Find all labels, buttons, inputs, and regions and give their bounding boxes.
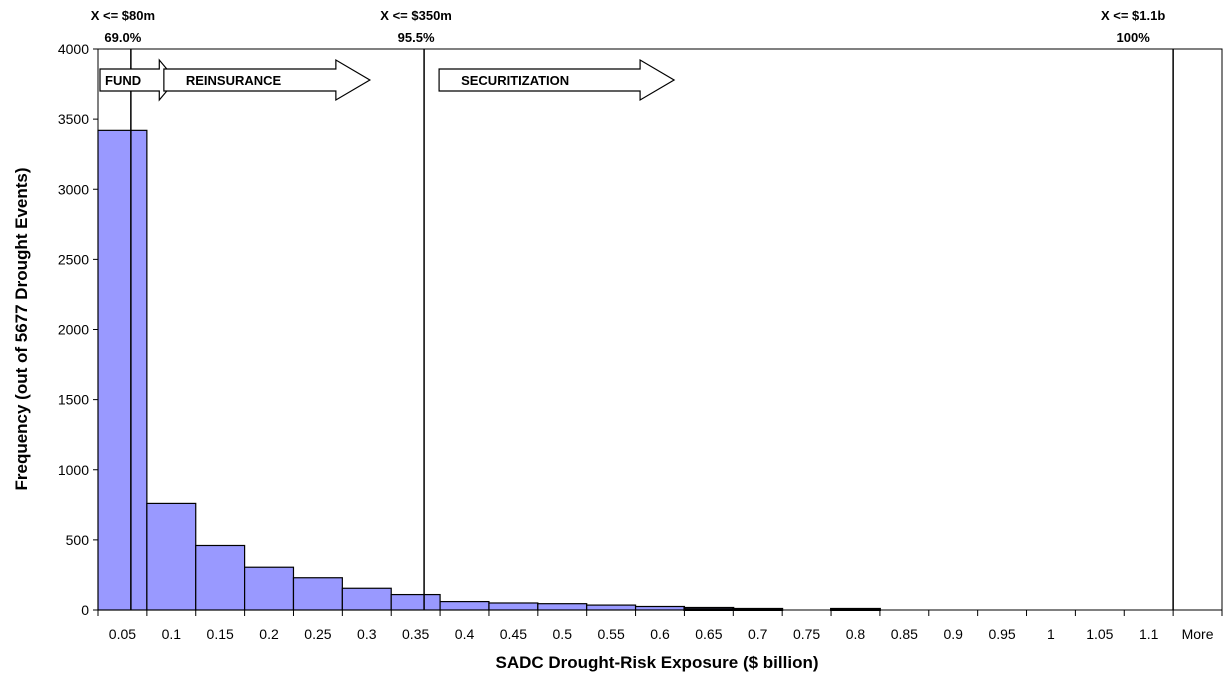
x-tick-label: 0.3 <box>357 626 377 642</box>
x-tick-label: 0.05 <box>109 626 136 642</box>
x-tick-label: 1.1 <box>1139 626 1159 642</box>
y-tick-label: 1500 <box>58 392 89 408</box>
x-tick-label: 0.85 <box>891 626 918 642</box>
bar-0.45 <box>488 602 539 611</box>
stage-arrow-label: REINSURANCE <box>186 73 282 88</box>
y-tick-label: 4000 <box>58 41 89 57</box>
bar-0.15 <box>195 544 246 611</box>
y-tick-label: 2500 <box>58 251 89 267</box>
y-tick-label: 0 <box>81 602 89 618</box>
x-tick-label: 1.05 <box>1086 626 1113 642</box>
stage-arrow <box>438 58 676 102</box>
x-tick-label: 0.25 <box>304 626 331 642</box>
x-tick-labels: 0.05 0.1 0.15 0.2 0.25 0.3 0.35 0.4 0.45 0.5 0.55 0… <box>109 626 1214 642</box>
bars-group <box>97 129 881 611</box>
stage-arrow-label: SECURITIZATION <box>461 73 569 88</box>
stage-arrow-label: FUND <box>105 73 141 88</box>
bar-0.6 <box>634 605 686 611</box>
axes-group <box>93 48 1223 616</box>
threshold-percent: 69.0% <box>104 30 141 45</box>
bar-0.5 <box>537 603 588 611</box>
x-tick-label: 1 <box>1047 626 1055 642</box>
threshold-percent: 95.5% <box>398 30 435 45</box>
bar-0.4 <box>439 600 490 611</box>
y-tick-label: 500 <box>66 532 90 548</box>
bar-0.05 <box>97 129 148 611</box>
bar-0.3 <box>341 587 392 611</box>
y-axis-title: Frequency (out of 5677 Drought Events) <box>12 167 31 490</box>
threshold-label: X <= $1.1b <box>1101 8 1165 23</box>
x-axis-title: SADC Drought-Risk Exposure ($ billion) <box>495 653 818 672</box>
bar-0.35 <box>390 593 441 611</box>
stage-arrows: FUND REINSURANCE SECURITIZATION <box>99 58 676 102</box>
x-tick-label: 0.7 <box>748 626 768 642</box>
x-tick-label: 0.4 <box>455 626 475 642</box>
bar-0.2 <box>244 566 295 611</box>
x-tick-label: 0.6 <box>650 626 670 642</box>
y-tick-label: 3500 <box>58 111 89 127</box>
x-tick-label: 0.55 <box>598 626 625 642</box>
bar-0.25 <box>292 577 343 611</box>
threshold-lines: X <= $80m 69.0% X <= $350m 95.5% X <= $1.1b 1… <box>91 8 1174 610</box>
y-tick-label: 1000 <box>58 462 89 478</box>
threshold-label: X <= $350m <box>380 8 452 23</box>
bar-0.1 <box>146 502 197 611</box>
x-tick-label: 0.2 <box>259 626 279 642</box>
y-tick-labels: 0 500 1000 1500 2000 2500 3000 3500 4000 <box>58 41 89 618</box>
x-tick-label: 0.5 <box>553 626 573 642</box>
x-tick-label: 0.35 <box>402 626 429 642</box>
x-tick-label: 0.65 <box>695 626 722 642</box>
x-tick-label: 0.15 <box>207 626 234 642</box>
threshold-label: X <= $80m <box>91 8 155 23</box>
stage-arrow <box>163 58 372 102</box>
x-tick-label: 0.1 <box>162 626 182 642</box>
bar-0.55 <box>586 604 637 611</box>
threshold-percent: 100% <box>1117 30 1151 45</box>
x-tick-label: 0.45 <box>500 626 527 642</box>
y-tick-label: 2000 <box>58 322 89 338</box>
x-tick-label: 0.75 <box>793 626 820 642</box>
x-tick-label: 0.9 <box>943 626 963 642</box>
y-tick-label: 3000 <box>58 181 89 197</box>
plot-frame <box>97 48 1223 611</box>
x-tick-label: 0.8 <box>846 626 866 642</box>
x-tick-label: More <box>1182 626 1214 642</box>
x-tick-label: 0.95 <box>988 626 1015 642</box>
